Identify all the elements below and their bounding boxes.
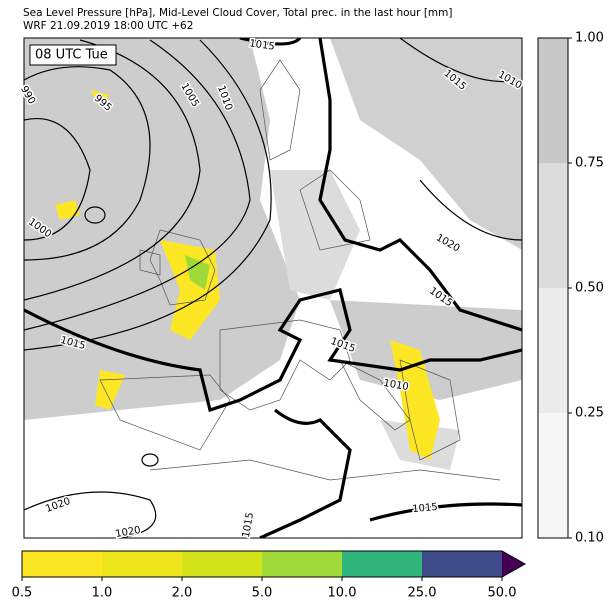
- colorbar-segment: [538, 38, 568, 163]
- cloud-cover: [24, 38, 522, 470]
- colorbar-segment: [422, 551, 502, 577]
- tick-label: 10.0: [328, 586, 357, 601]
- colorbar-frame: [21, 550, 527, 578]
- tick-label: 0.25: [575, 406, 604, 421]
- colorbar-segment: [342, 551, 422, 577]
- precip-colorbar: 0.5 1.0 2.0 5.0 10.0 25.0 50.0: [12, 550, 527, 601]
- title: Sea Level Pressure [hPa], Mid-Level Clou…: [23, 7, 453, 19]
- isobars: [24, 38, 522, 538]
- tick-label: 1.00: [575, 31, 604, 46]
- time-label: 08 UTC Tue: [35, 48, 108, 63]
- tick-label: 0.75: [575, 156, 604, 171]
- isobar-label: 1015: [249, 38, 276, 52]
- colorbar-segment: [538, 413, 568, 538]
- tick-label: 5.0: [252, 586, 273, 601]
- colorbar-segment: [262, 551, 342, 577]
- tick-label: 25.0: [408, 586, 437, 601]
- map-content: [24, 38, 522, 538]
- isobar-1015: [24, 38, 522, 538]
- tick-label: 0.50: [575, 281, 604, 296]
- colorbar-segment: [22, 551, 102, 577]
- tick-label: 0.5: [12, 586, 33, 601]
- map-frame: [23, 37, 523, 539]
- colorbar-extend: [502, 551, 525, 577]
- subtitle: WRF 21.09.2019 18:00 UTC +62: [23, 20, 193, 32]
- time-box: [29, 44, 117, 66]
- colorbar-segment: [102, 551, 182, 577]
- tick-label: 0.10: [575, 531, 604, 546]
- colorbar-segment: [538, 163, 568, 288]
- isobar-label: 1015: [412, 502, 438, 515]
- colorbar-segment: [538, 288, 568, 413]
- tick-label: 2.0: [172, 586, 193, 601]
- cloud-colorbar: 0.10 0.25 0.50 0.75 1.00: [537, 31, 604, 546]
- tick-label: 1.0: [92, 586, 113, 601]
- tick-label: 50.0: [488, 586, 517, 601]
- colorbar-segment: [182, 551, 262, 577]
